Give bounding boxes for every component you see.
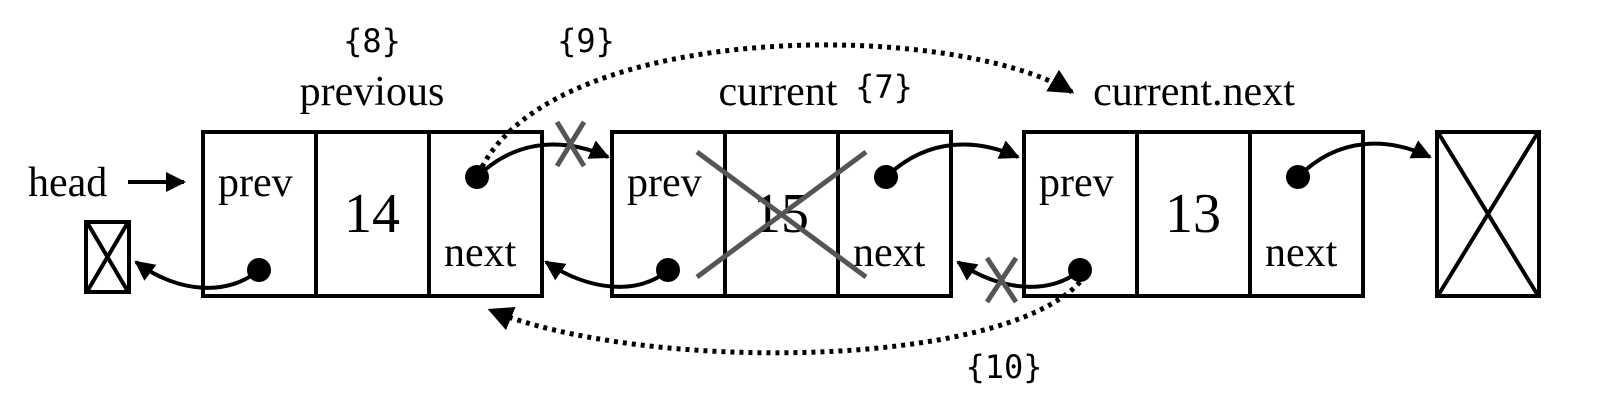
node-1-step-label: {8} <box>343 22 401 60</box>
node-1-prev-label: prev <box>218 160 293 206</box>
step-10-label: {10} <box>965 348 1042 386</box>
node-2-next-cell <box>836 130 953 298</box>
cut-mark-next-link <box>554 120 587 168</box>
node-3-next-arrow <box>1296 140 1432 179</box>
head-label: head <box>28 160 107 206</box>
new-next-link-dotted <box>479 42 1075 169</box>
node-1-value: 14 <box>344 183 400 245</box>
node-2-prev-label: prev <box>627 160 702 206</box>
node-1-next-arrow <box>475 140 610 179</box>
node-3-prev-arrow <box>956 260 1082 289</box>
node-1-prev-arrow <box>134 260 261 290</box>
step-9-label: {9} <box>557 22 615 60</box>
node-1-next-label: next <box>444 230 517 276</box>
node-1-next-cell <box>427 130 544 298</box>
node-2-next-label: next <box>853 230 926 276</box>
node-3-next-cell <box>1248 130 1365 298</box>
node-3-prev-label: prev <box>1039 160 1114 206</box>
cut-mark-prev-link <box>984 256 1019 304</box>
null-terminator-right <box>1435 130 1541 298</box>
node-2-next-arrow <box>884 140 1020 179</box>
node-2-prev-arrow <box>544 260 670 289</box>
null-terminator-left <box>84 220 131 294</box>
node-2-step-label: {7} <box>855 68 913 106</box>
node-3-value: 13 <box>1165 183 1221 245</box>
node-3-above-label: current.next <box>1093 69 1295 115</box>
node-current: prev 15 next current {7} <box>610 68 953 298</box>
node-1-above-label: previous <box>300 69 445 115</box>
node-current-next: prev 13 next current.next <box>1022 69 1365 298</box>
node-2-above-label: current <box>719 69 838 115</box>
removal-cross-line-b <box>695 149 868 280</box>
node-3-next-label: next <box>1265 230 1338 276</box>
node-previous: prev 14 next previous {8} <box>201 22 544 298</box>
